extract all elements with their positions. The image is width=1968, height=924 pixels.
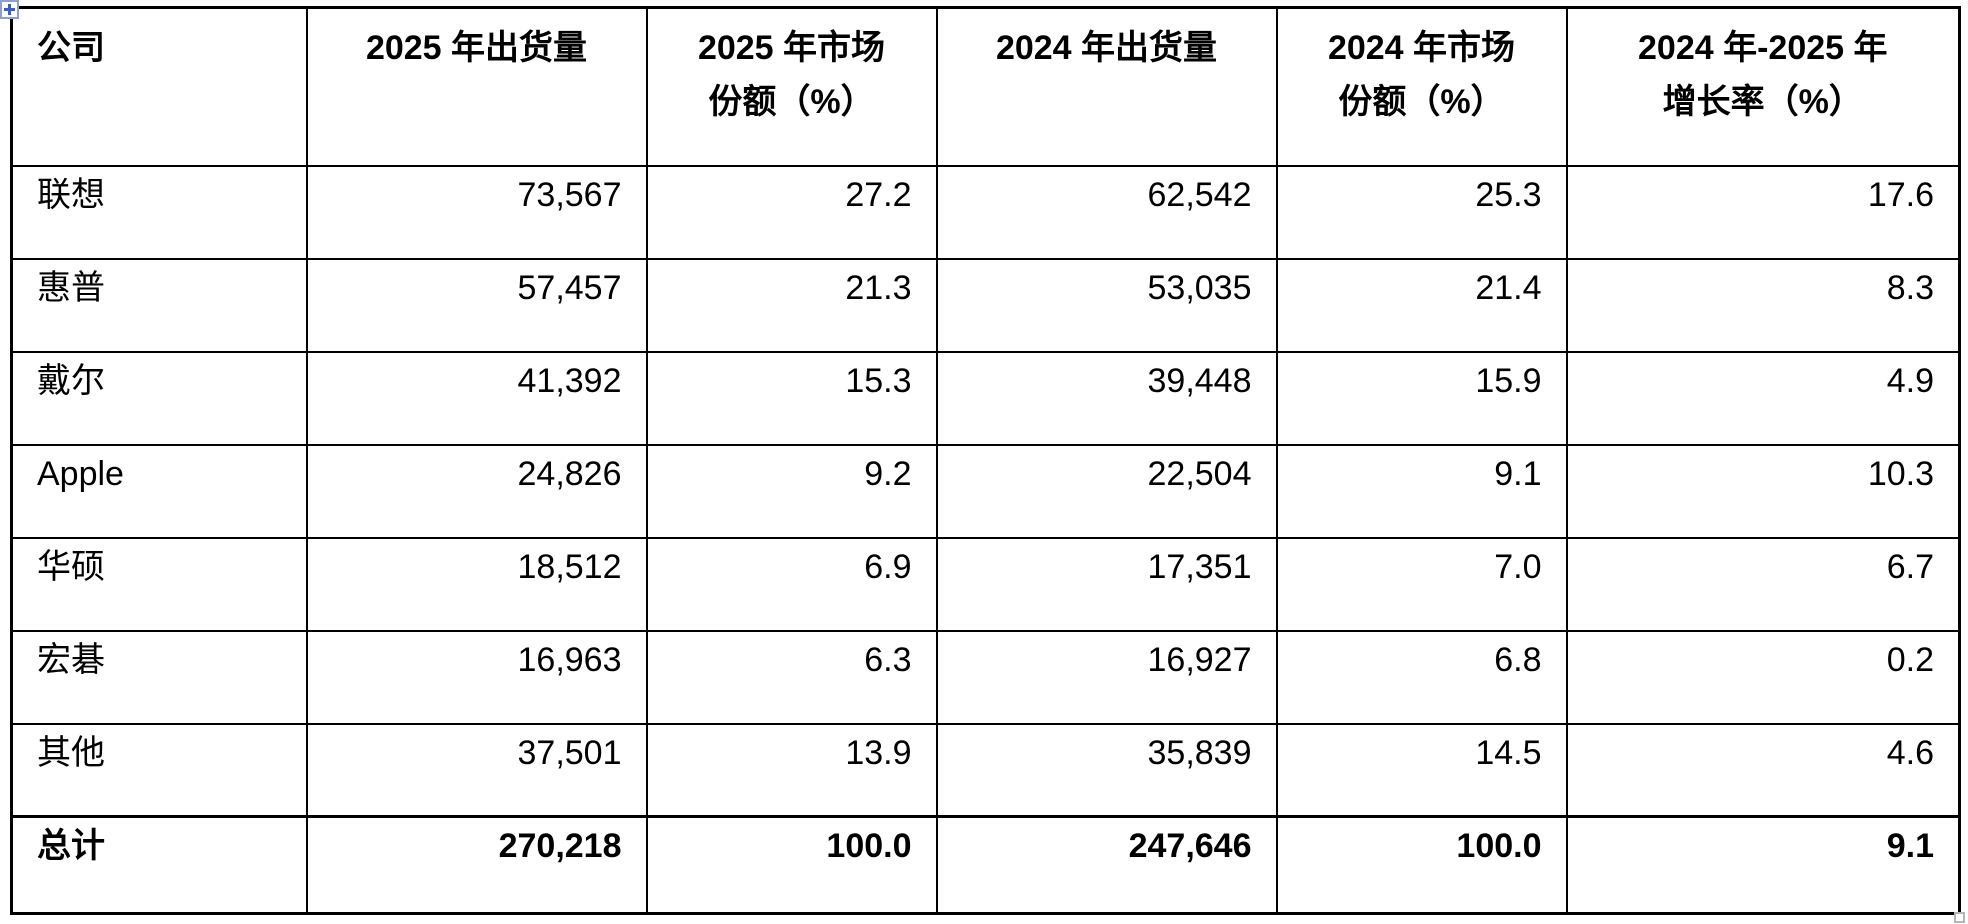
header-shipments-2024: 2024 年出货量 [935,6,1278,167]
value-cell: 100.0 [645,815,938,915]
table-row-dell: 戴尔 41,392 15.3 39,448 15.9 4.9 [10,350,1961,446]
value-cell: 22,504 [935,443,1278,539]
value-cell: 37,501 [305,722,648,818]
value-cell: 62,542 [935,164,1278,260]
value-cell: 7.0 [1275,536,1568,632]
value-cell: 4.9 [1565,350,1961,446]
value-cell: 10.3 [1565,443,1961,539]
company-cell: 总计 [10,815,308,915]
value-cell: 18,512 [305,536,648,632]
value-cell: 21.3 [645,257,938,353]
table-row-acer: 宏碁 16,963 6.3 16,927 6.8 0.2 [10,629,1961,725]
value-cell: 17,351 [935,536,1278,632]
company-cell: 其他 [10,722,308,818]
table-row-hp: 惠普 57,457 21.3 53,035 21.4 8.3 [10,257,1961,353]
header-line: 份额（%） [708,83,875,122]
header-line: 份额（%） [1338,83,1505,122]
move-arrows-icon [3,3,16,16]
value-cell: 24,826 [305,443,648,539]
value-cell: 247,646 [935,815,1278,915]
header-line: 2024 年-2025 年 [1638,29,1888,67]
header-row: 公司 2025 年出货量 2025 年市场 份额（%） 2024 年出货量 20… [10,6,1961,167]
value-cell: 270,218 [305,815,648,915]
value-cell: 57,457 [305,257,648,353]
table-row-apple: Apple 24,826 9.2 22,504 9.1 10.3 [10,443,1961,539]
table-resize-handle-icon[interactable] [1954,912,1965,923]
value-cell: 13.9 [645,722,938,818]
company-cell: 戴尔 [10,350,308,446]
header-shipments-2025: 2025 年出货量 [305,6,648,167]
value-cell: 16,963 [305,629,648,725]
company-cell: 华硕 [10,536,308,632]
value-cell: 14.5 [1275,722,1568,818]
table-row-total: 总计 270,218 100.0 247,646 100.0 9.1 [10,815,1961,915]
table-header: 公司 2025 年出货量 2025 年市场 份额（%） 2024 年出货量 20… [10,6,1961,167]
table-body: 联想 73,567 27.2 62,542 25.3 17.6 惠普 57,45… [10,164,1961,915]
value-cell: 6.7 [1565,536,1961,632]
header-line: 增长率（%） [1662,83,1863,122]
value-cell: 41,392 [305,350,648,446]
company-cell: Apple [10,443,308,539]
value-cell: 9.1 [1565,815,1961,915]
header-line: 2025 年出货量 [365,29,588,67]
value-cell: 0.2 [1565,629,1961,725]
value-cell: 9.2 [645,443,938,539]
value-cell: 100.0 [1275,815,1568,915]
value-cell: 53,035 [935,257,1278,353]
header-growth: 2024 年-2025 年 增长率（%） [1565,6,1961,167]
table-move-handle-icon[interactable] [0,0,19,19]
company-cell: 联想 [10,164,308,260]
value-cell: 6.3 [645,629,938,725]
value-cell: 27.2 [645,164,938,260]
value-cell: 17.6 [1565,164,1961,260]
value-cell: 16,927 [935,629,1278,725]
company-cell: 宏碁 [10,629,308,725]
value-cell: 8.3 [1565,257,1961,353]
table-row-others: 其他 37,501 13.9 35,839 14.5 4.6 [10,722,1961,818]
value-cell: 35,839 [935,722,1278,818]
value-cell: 21.4 [1275,257,1568,353]
header-line: 2024 年市场 [1327,29,1516,67]
header-line: 2024 年出货量 [995,29,1218,67]
value-cell: 15.9 [1275,350,1568,446]
value-cell: 73,567 [305,164,648,260]
table-row-lenovo: 联想 73,567 27.2 62,542 25.3 17.6 [10,164,1961,260]
header-line: 公司 [37,29,105,67]
table-row-asus: 华硕 18,512 6.9 17,351 7.0 6.7 [10,536,1961,632]
header-share-2024: 2024 年市场 份额（%） [1275,6,1568,167]
value-cell: 15.3 [645,350,938,446]
header-line: 2025 年市场 [697,29,886,67]
value-cell: 6.9 [645,536,938,632]
header-share-2025: 2025 年市场 份额（%） [645,6,938,167]
value-cell: 9.1 [1275,443,1568,539]
header-company: 公司 [10,6,308,167]
value-cell: 6.8 [1275,629,1568,725]
company-cell: 惠普 [10,257,308,353]
value-cell: 25.3 [1275,164,1568,260]
value-cell: 39,448 [935,350,1278,446]
pc-shipments-table: 公司 2025 年出货量 2025 年市场 份额（%） 2024 年出货量 20… [10,6,1961,915]
value-cell: 4.6 [1565,722,1961,818]
